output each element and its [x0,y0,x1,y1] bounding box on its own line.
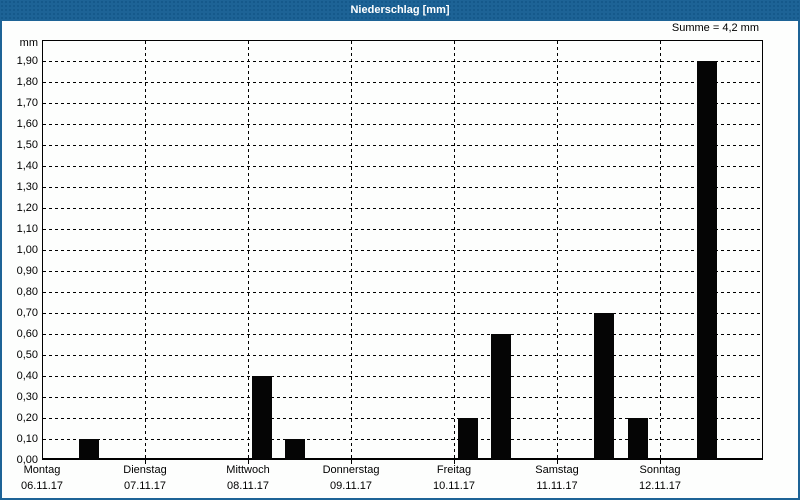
gridline-horizontal [43,291,762,293]
window-title: Niederschlag [mm] [350,4,450,16]
gridline-horizontal [43,333,762,335]
x-axis-day-label: Dienstag [123,464,167,476]
gridline-horizontal [43,144,762,146]
gridline-horizontal [43,312,762,314]
x-axis-day-label: Sonntag [639,464,681,476]
gridline-horizontal [43,81,762,83]
gridline-horizontal [43,123,762,125]
gridline-horizontal [43,228,762,230]
x-axis-date-label: 11.11.17 [536,480,578,492]
y-axis-tick-label: 1,00 [16,244,38,256]
y-axis-tick-label: 1,10 [16,223,38,235]
y-axis-tick-label: 0,70 [16,307,38,319]
gridline-vertical [144,41,146,459]
x-axis-date-label: 12.11.17 [638,480,681,492]
y-axis-tick-label: 1,50 [16,139,38,151]
y-axis-tick-label: 0,30 [16,391,38,403]
y-axis-tick-label: 1,60 [16,118,38,130]
y-axis-tick-label: 0,00 [16,454,38,466]
x-axis-tick [247,460,249,464]
y-axis-tick-label: 0,20 [16,412,38,424]
y-axis-tick-label: 0,40 [16,370,38,382]
y-axis-tick-label: 1,30 [16,181,38,193]
precipitation-bar [627,418,648,460]
gridline-horizontal [43,186,762,188]
y-axis-tick-label: 1,70 [16,97,38,109]
gridline-horizontal [43,60,762,62]
x-axis-tick [453,460,455,464]
y-axis-tick-label: 1,90 [16,55,38,67]
x-axis-tick [556,460,558,464]
gridline-horizontal [43,417,762,419]
y-axis-tick-label: 1,20 [16,202,38,214]
y-axis-tick-label: 1,80 [16,76,38,88]
y-axis-tick-label: 0,50 [16,349,38,361]
gridline-horizontal [43,396,762,398]
x-axis-tick [350,460,352,464]
y-axis-unit-label: mm [19,37,38,49]
gridline-vertical [247,41,249,459]
precipitation-bar [491,334,511,460]
x-axis-day-label: Samstag [535,464,579,476]
y-axis-tick-label: 0,60 [16,328,38,340]
x-axis-date-label: 10.11.17 [432,480,475,492]
x-axis-day-label: Freitag [436,464,472,476]
sum-label: Summe = 4,2 mm [671,22,759,34]
gridline-vertical [556,41,558,459]
y-axis-tick-label: 1,40 [16,160,38,172]
gridline-vertical [350,41,352,459]
gridline-horizontal [43,165,762,167]
gridline-horizontal [43,207,762,209]
y-axis-tick-label: 0,10 [16,433,38,445]
x-axis-day-label: Mittwoch [226,464,270,476]
x-axis-date-label: 08.11.17 [226,480,269,492]
gridline-horizontal [43,354,762,356]
x-axis-day-label: Donnerstag [322,464,380,476]
gridline-vertical [659,41,661,459]
gridline-horizontal [43,438,762,440]
precipitation-bar [697,61,717,460]
precipitation-bar [285,439,305,460]
precipitation-bar [79,439,99,460]
precipitation-bar [457,418,478,460]
precipitation-bar [251,376,272,460]
x-axis-tick [144,460,146,464]
gridline-horizontal [43,102,762,104]
precipitation-bar [594,313,614,460]
x-axis-day-label: Montag [23,464,61,476]
gridline-horizontal [43,270,762,272]
x-axis-date-label: 09.11.17 [329,480,372,492]
gridline-vertical [453,41,455,459]
x-axis-tick [659,460,661,464]
plot-area [42,40,763,460]
y-axis-tick-label: 0,90 [16,265,38,277]
x-axis-date-label: 07.11.17 [123,480,166,492]
x-axis-date-label: 06.11.17 [20,480,63,492]
gridline-horizontal [43,249,762,251]
gridline-horizontal [43,375,762,377]
y-axis-tick-label: 0,80 [16,286,38,298]
window-titlebar: Niederschlag [mm] [0,0,800,21]
